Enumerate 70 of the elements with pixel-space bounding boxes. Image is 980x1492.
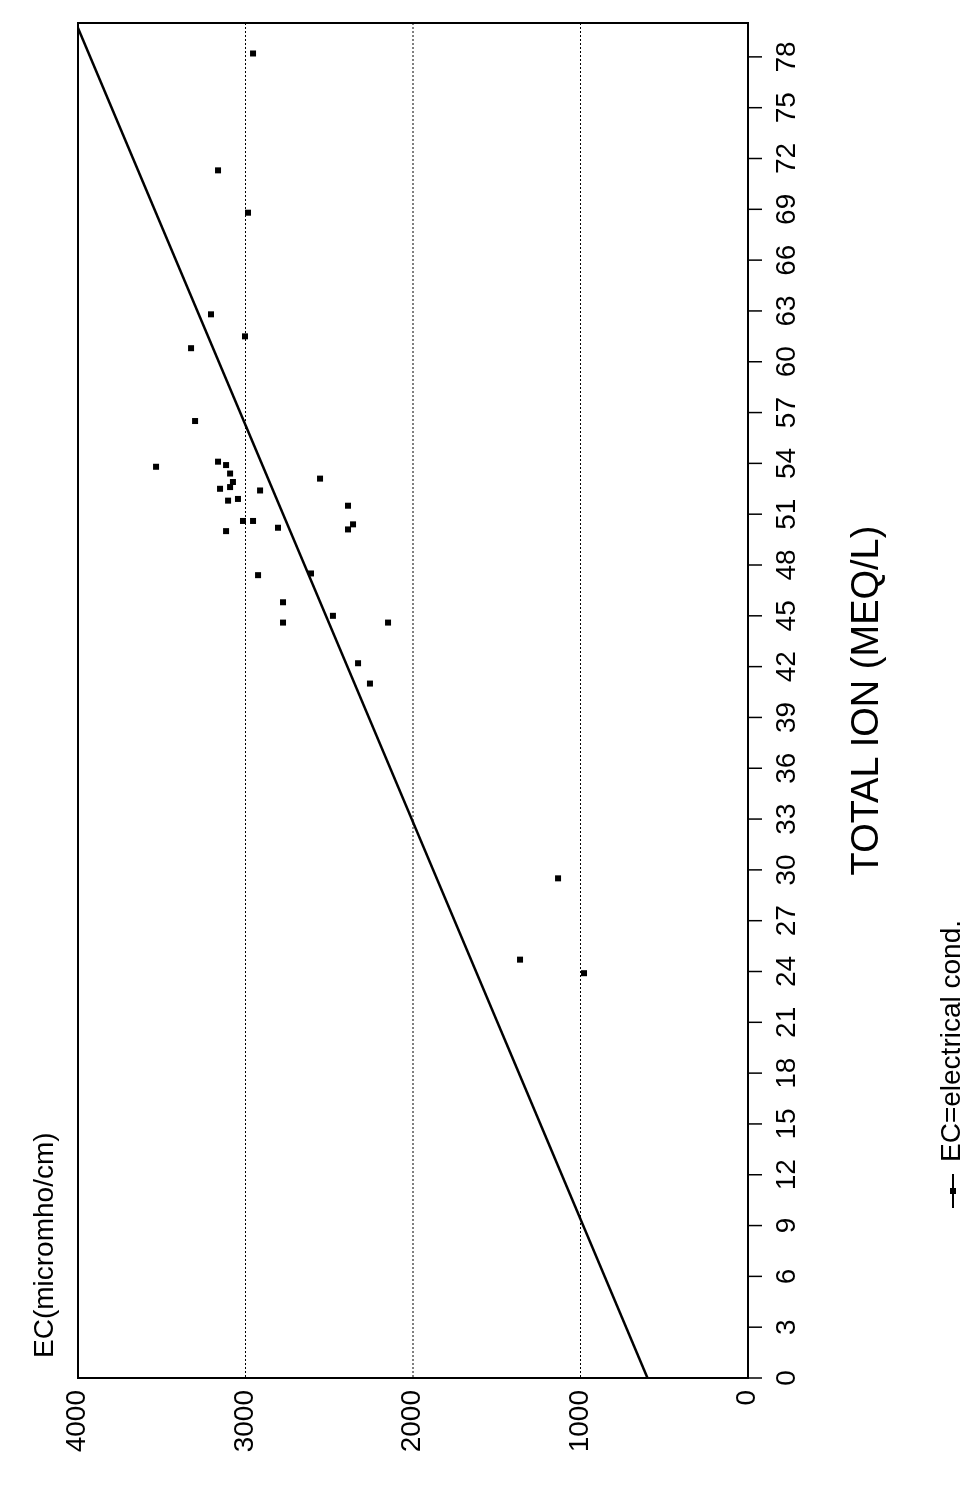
x-tick-label: 1000 (562, 1390, 594, 1453)
y-tick-label: 0 (770, 1370, 802, 1386)
point (245, 209, 252, 216)
point (581, 970, 588, 977)
point (329, 612, 336, 619)
point (250, 50, 257, 57)
y-tick-label: 33 (770, 803, 802, 835)
y-tick-label: 75 (770, 92, 802, 124)
point (153, 463, 160, 470)
x-tick-label: 3000 (227, 1390, 259, 1453)
point (355, 660, 362, 667)
point (280, 619, 287, 626)
y-tick-label: 72 (770, 142, 802, 175)
point (517, 956, 524, 963)
point (217, 485, 224, 492)
x-tick-label: 2000 (395, 1390, 427, 1453)
text: EC=electrical cond. (935, 919, 967, 1162)
point (345, 502, 352, 509)
point (188, 345, 195, 352)
point (229, 479, 236, 486)
y-tick-label: 51 (770, 498, 802, 530)
point (234, 495, 241, 502)
point (239, 517, 246, 524)
point (350, 521, 357, 528)
point (192, 418, 199, 425)
point (208, 311, 214, 318)
y-axis-title: TOTAL ION (MEQ/L) (844, 525, 886, 876)
x-tick-label: 0 (730, 1390, 762, 1406)
point (227, 470, 234, 477)
x-tick-label: 4000 (60, 1390, 92, 1453)
point (317, 475, 324, 482)
y-tick-label: 48 (770, 549, 802, 581)
y-tick-label: 6 (770, 1268, 802, 1285)
y-tick-label: 42 (770, 651, 802, 683)
point (366, 680, 373, 687)
y-tick-label: 45 (770, 600, 802, 632)
y-tick-label: 69 (770, 193, 802, 225)
text: EC(micromho/cm) (28, 1132, 59, 1358)
y-tick-label: 18 (770, 1057, 802, 1089)
point (227, 484, 234, 491)
point (215, 458, 222, 465)
y-tick-label: 57 (770, 396, 802, 429)
y-tick-label: 36 (770, 752, 802, 784)
y-tick-label: 66 (770, 244, 802, 276)
point (275, 524, 281, 531)
point (223, 528, 230, 535)
y-tick-label: 15 (770, 1108, 802, 1140)
y-tick-label: 30 (770, 854, 802, 886)
y-tick-label: 63 (770, 295, 802, 327)
y-tick-label: 21 (770, 1006, 802, 1038)
y-tick-label: 27 (770, 905, 802, 937)
y-tick-label: 12 (770, 1159, 802, 1191)
y-tick-label: 60 (770, 346, 802, 378)
point (223, 462, 230, 469)
point (242, 333, 248, 340)
point (250, 517, 257, 524)
y-tick-label: 39 (770, 701, 802, 734)
y-tick-label: 3 (770, 1319, 802, 1335)
y-tick-label: 78 (770, 41, 802, 73)
point (225, 497, 232, 504)
point (215, 167, 222, 174)
point (255, 572, 262, 579)
y-tick-label: 54 (770, 447, 802, 479)
point (345, 526, 352, 533)
point (257, 487, 264, 494)
point (555, 875, 562, 882)
y-tick-label: 24 (770, 955, 802, 988)
point (385, 619, 392, 626)
y-tick-label: 9 (770, 1217, 802, 1234)
point (280, 599, 287, 606)
